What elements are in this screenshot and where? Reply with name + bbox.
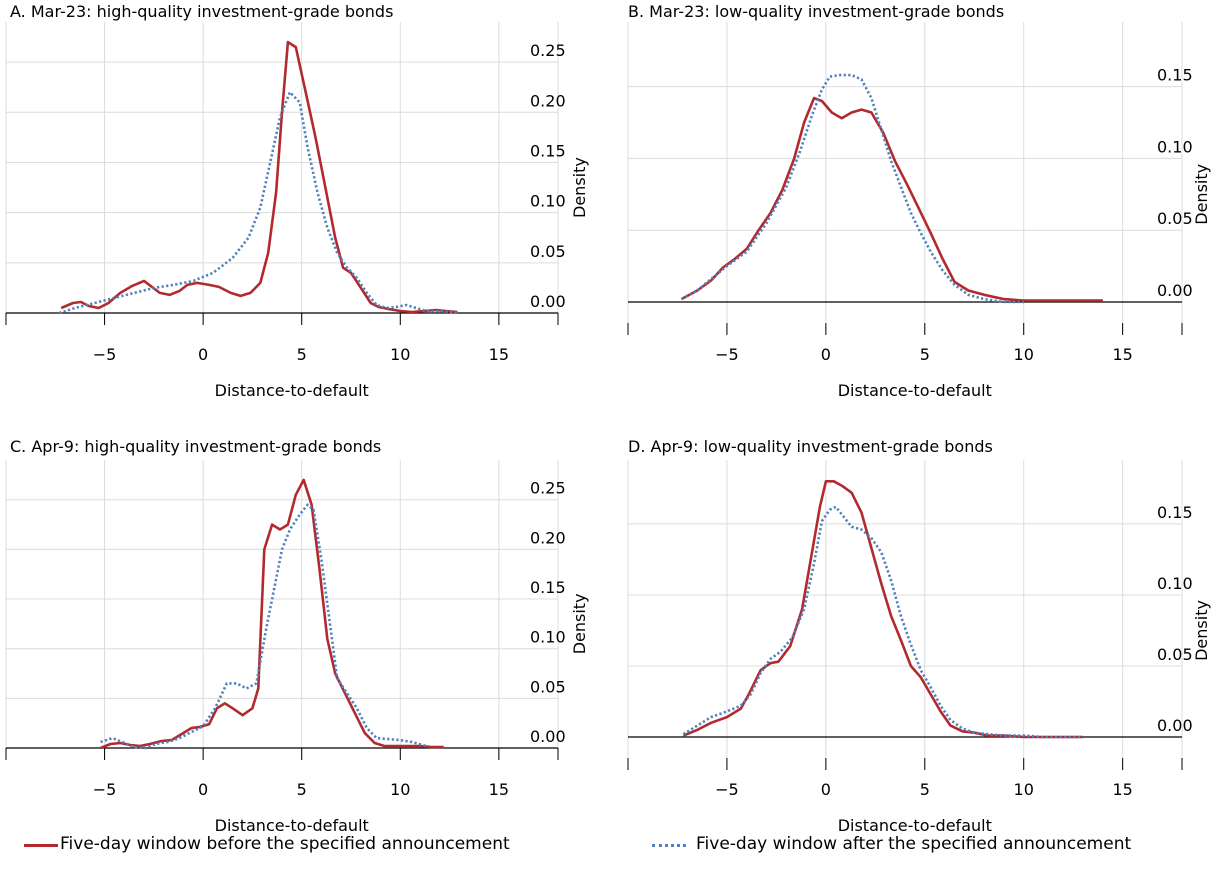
series-before-line — [60, 40, 458, 314]
y-tick-label: 0.20 — [530, 91, 566, 110]
y-tick-label: 0.00 — [530, 292, 566, 311]
x-tick-label: 15 — [489, 345, 509, 364]
y-tick-label: 0.10 — [530, 192, 566, 211]
y-tick-label: 0.25 — [530, 41, 566, 60]
panel-b: B. Mar-23: low-quality investment-grade … — [612, 0, 1225, 435]
x-tick-label: 5 — [920, 345, 930, 364]
x-tick-label: 10 — [390, 780, 410, 799]
legend-swatch-before — [24, 844, 58, 847]
y-tick-label: 0.05 — [530, 242, 566, 261]
y-tick-label: 0.15 — [530, 578, 566, 597]
y-tick-label: 0.00 — [1157, 281, 1193, 300]
panel-d-chart: 0.00 0.05 0.10 0.15 −5 0 5 10 15 Distance-to-defa… — [627, 460, 1211, 835]
series-before-line — [100, 478, 444, 750]
series-after-line — [680, 73, 1024, 304]
x-axis-label: Distance-to-default — [838, 381, 992, 400]
panel-a-chart: 0.00 0.05 0.10 0.15 0.20 0.25 −5 0 5 10 15 Distance… — [5, 22, 589, 400]
series-after-line — [682, 505, 1084, 739]
y-tick-label: 0.20 — [530, 528, 566, 547]
panel-c-chart: 0.00 0.05 0.10 0.15 0.20 0.25 −5 0 5 10 15 Distance… — [5, 460, 589, 835]
x-axis-label: Distance-to-default — [215, 816, 369, 835]
legend-label-before: Five-day window before the specified ann… — [60, 834, 510, 854]
series-after-line — [100, 503, 427, 750]
x-tick-label: 0 — [821, 780, 831, 799]
x-tick-label: 0 — [198, 345, 208, 364]
panel-c: C. Apr-9: high-quality investment-grade … — [0, 435, 612, 835]
x-tick-label: −5 — [715, 780, 739, 799]
legend-label-after: Five-day window after the specified anno… — [696, 834, 1132, 854]
y-tick-label: 0.05 — [1157, 209, 1193, 228]
x-tick-label: 15 — [1112, 780, 1132, 799]
panel-a: A. Mar-23: high-quality investment-grade… — [0, 0, 612, 435]
y-axis-title: Density — [570, 157, 589, 218]
panel-title: B. Mar-23: low-quality investment-grade … — [628, 2, 1005, 21]
y-tick-label: 0.05 — [530, 677, 566, 696]
y-tick-label: 0.15 — [1157, 66, 1193, 85]
y-axis-title: Density — [1192, 600, 1211, 661]
panel-title: C. Apr-9: high-quality investment-grade … — [10, 437, 382, 456]
x-tick-label: −5 — [93, 345, 117, 364]
x-tick-label: 5 — [297, 345, 307, 364]
series-before-line — [680, 96, 1103, 302]
y-tick-label: 0.15 — [1157, 503, 1193, 522]
y-tick-label: 0.25 — [530, 479, 566, 498]
y-tick-label: 0.00 — [1157, 716, 1193, 735]
y-tick-label: 0.05 — [1157, 645, 1193, 664]
x-tick-label: 10 — [390, 345, 410, 364]
y-tick-label: 0.10 — [530, 628, 566, 647]
legend-swatch-after — [652, 844, 686, 847]
x-tick-label: 0 — [198, 780, 208, 799]
series-after-line — [58, 90, 460, 315]
x-tick-label: 5 — [920, 780, 930, 799]
panel-title: D. Apr-9: low-quality investment-grade b… — [628, 437, 993, 456]
x-tick-label: 0 — [821, 345, 831, 364]
x-axis-label: Distance-to-default — [838, 816, 992, 835]
y-tick-label: 0.10 — [1157, 574, 1193, 593]
panel-d: D. Apr-9: low-quality investment-grade b… — [612, 435, 1225, 835]
y-axis-title: Density — [570, 593, 589, 654]
y-axis-title: Density — [1192, 164, 1211, 225]
x-tick-label: 5 — [297, 780, 307, 799]
x-tick-label: 10 — [1014, 780, 1034, 799]
y-tick-label: 0.15 — [530, 141, 566, 160]
y-tick-label: 0.10 — [1157, 137, 1193, 156]
x-tick-label: 10 — [1014, 345, 1034, 364]
x-tick-label: −5 — [715, 345, 739, 364]
x-tick-label: 15 — [1112, 345, 1132, 364]
x-tick-label: −5 — [93, 780, 117, 799]
panel-title: A. Mar-23: high-quality investment-grade… — [10, 2, 394, 21]
series-before-line — [682, 479, 1084, 739]
y-tick-label: 0.00 — [530, 727, 566, 746]
x-axis-label: Distance-to-default — [215, 381, 369, 400]
x-tick-label: 15 — [489, 780, 509, 799]
panel-b-chart: 0.00 0.05 0.10 0.15 −5 0 5 10 15 Distance-to-defa… — [627, 22, 1211, 400]
